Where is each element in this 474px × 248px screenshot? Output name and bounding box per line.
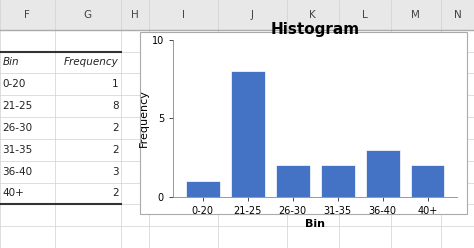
Text: H: H xyxy=(131,10,139,20)
Bar xyxy=(366,150,400,197)
Text: Bin: Bin xyxy=(2,58,19,67)
Text: 8: 8 xyxy=(112,101,118,111)
Text: 36-40: 36-40 xyxy=(2,167,33,177)
Text: 1: 1 xyxy=(112,79,118,89)
Bar xyxy=(231,71,264,197)
Text: 2: 2 xyxy=(112,188,118,198)
Bar xyxy=(186,181,219,197)
Bar xyxy=(276,165,310,197)
Text: 3: 3 xyxy=(112,167,118,177)
Text: M: M xyxy=(411,10,420,20)
Text: 2: 2 xyxy=(112,123,118,133)
Text: 26-30: 26-30 xyxy=(2,123,33,133)
Y-axis label: Frequency: Frequency xyxy=(139,89,149,147)
Bar xyxy=(140,32,467,214)
X-axis label: Bin: Bin xyxy=(305,219,325,229)
Text: 0-20: 0-20 xyxy=(2,79,26,89)
Text: G: G xyxy=(83,10,92,20)
Text: Frequency: Frequency xyxy=(64,58,118,67)
Text: 31-35: 31-35 xyxy=(2,145,33,155)
Text: F: F xyxy=(24,10,30,20)
Bar xyxy=(0,0,474,30)
Text: J: J xyxy=(251,10,254,20)
Title: Histogram: Histogram xyxy=(271,22,360,37)
Text: K: K xyxy=(310,10,316,20)
Bar xyxy=(411,165,445,197)
Text: I: I xyxy=(182,10,185,20)
Text: L: L xyxy=(362,10,368,20)
Bar xyxy=(321,165,355,197)
Text: 21-25: 21-25 xyxy=(2,101,33,111)
Text: N: N xyxy=(454,10,461,20)
Text: 2: 2 xyxy=(112,145,118,155)
Text: 40+: 40+ xyxy=(2,188,24,198)
